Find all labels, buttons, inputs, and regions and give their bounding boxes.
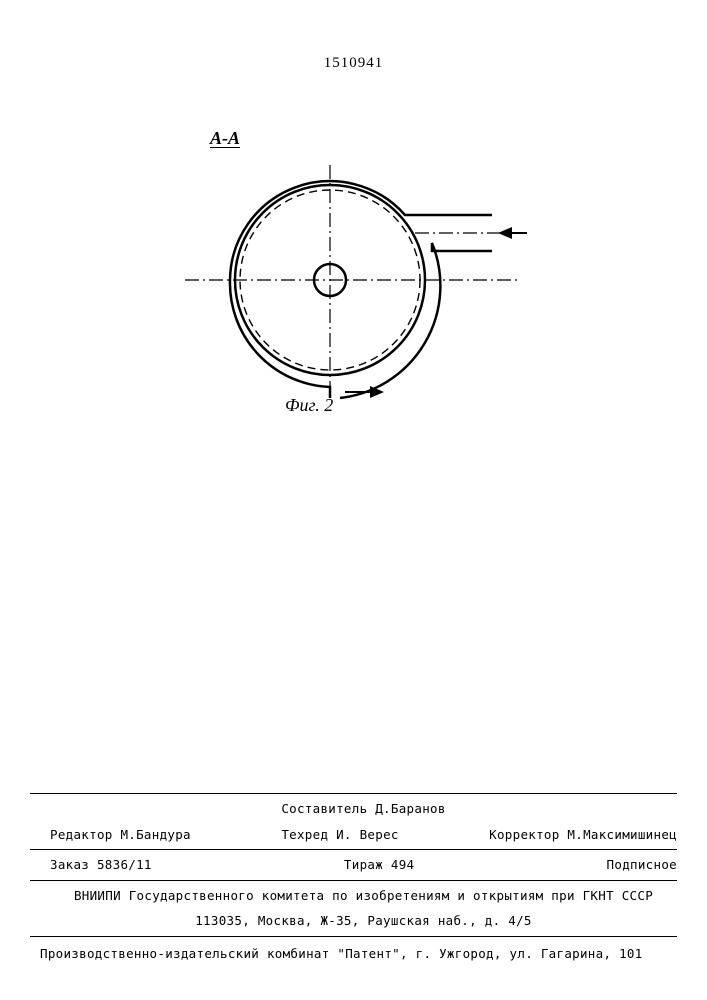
credits-row: Редактор М.Бандура Техред И. Верес Корре… bbox=[0, 822, 707, 848]
techred-label: Техред bbox=[281, 827, 328, 842]
divider bbox=[30, 849, 677, 850]
order-cell: Заказ 5836/11 bbox=[50, 856, 152, 874]
divider bbox=[30, 793, 677, 794]
printrun-label: Тираж bbox=[344, 857, 383, 872]
compiler-row: Составитель Д.Баранов bbox=[0, 796, 707, 822]
order-row: Заказ 5836/11 Тираж 494 Подписное bbox=[0, 852, 707, 878]
divider bbox=[30, 880, 677, 881]
printrun-value: 494 bbox=[391, 857, 414, 872]
editor-label: Редактор bbox=[50, 827, 113, 842]
editor-name: М.Бандура bbox=[120, 827, 190, 842]
techred-name: И. Верес bbox=[336, 827, 399, 842]
compiler-name: Д.Баранов bbox=[375, 801, 445, 816]
org-line1: ВНИИПИ Государственного комитета по изоб… bbox=[0, 883, 707, 909]
editor-cell: Редактор М.Бандура bbox=[50, 826, 191, 844]
divider bbox=[30, 936, 677, 937]
subscription-cell: Подписное bbox=[607, 856, 677, 874]
figure-diagram bbox=[170, 120, 530, 410]
printrun-cell: Тираж 494 bbox=[344, 856, 414, 874]
compiler-label: Составитель bbox=[281, 801, 367, 816]
order-value: 5836/11 bbox=[97, 857, 152, 872]
corrector-cell: Корректор М.Максимишинец bbox=[489, 826, 677, 844]
techred-cell: Техред И. Верес bbox=[281, 826, 398, 844]
colophon-block: Составитель Д.Баранов Редактор М.Бандура… bbox=[0, 791, 707, 1000]
figure-caption: Фиг. 2 bbox=[285, 395, 333, 416]
corrector-label: Корректор bbox=[489, 827, 559, 842]
inlet-arrow-icon bbox=[498, 227, 527, 239]
order-label: Заказ bbox=[50, 857, 89, 872]
printer-line: Производственно-издательский комбинат "П… bbox=[0, 939, 707, 1000]
page-number: 1510941 bbox=[0, 55, 707, 72]
corrector-name: М.Максимишинец bbox=[567, 827, 677, 842]
org-line2: 113035, Москва, Ж-35, Раушская наб., д. … bbox=[0, 908, 707, 934]
